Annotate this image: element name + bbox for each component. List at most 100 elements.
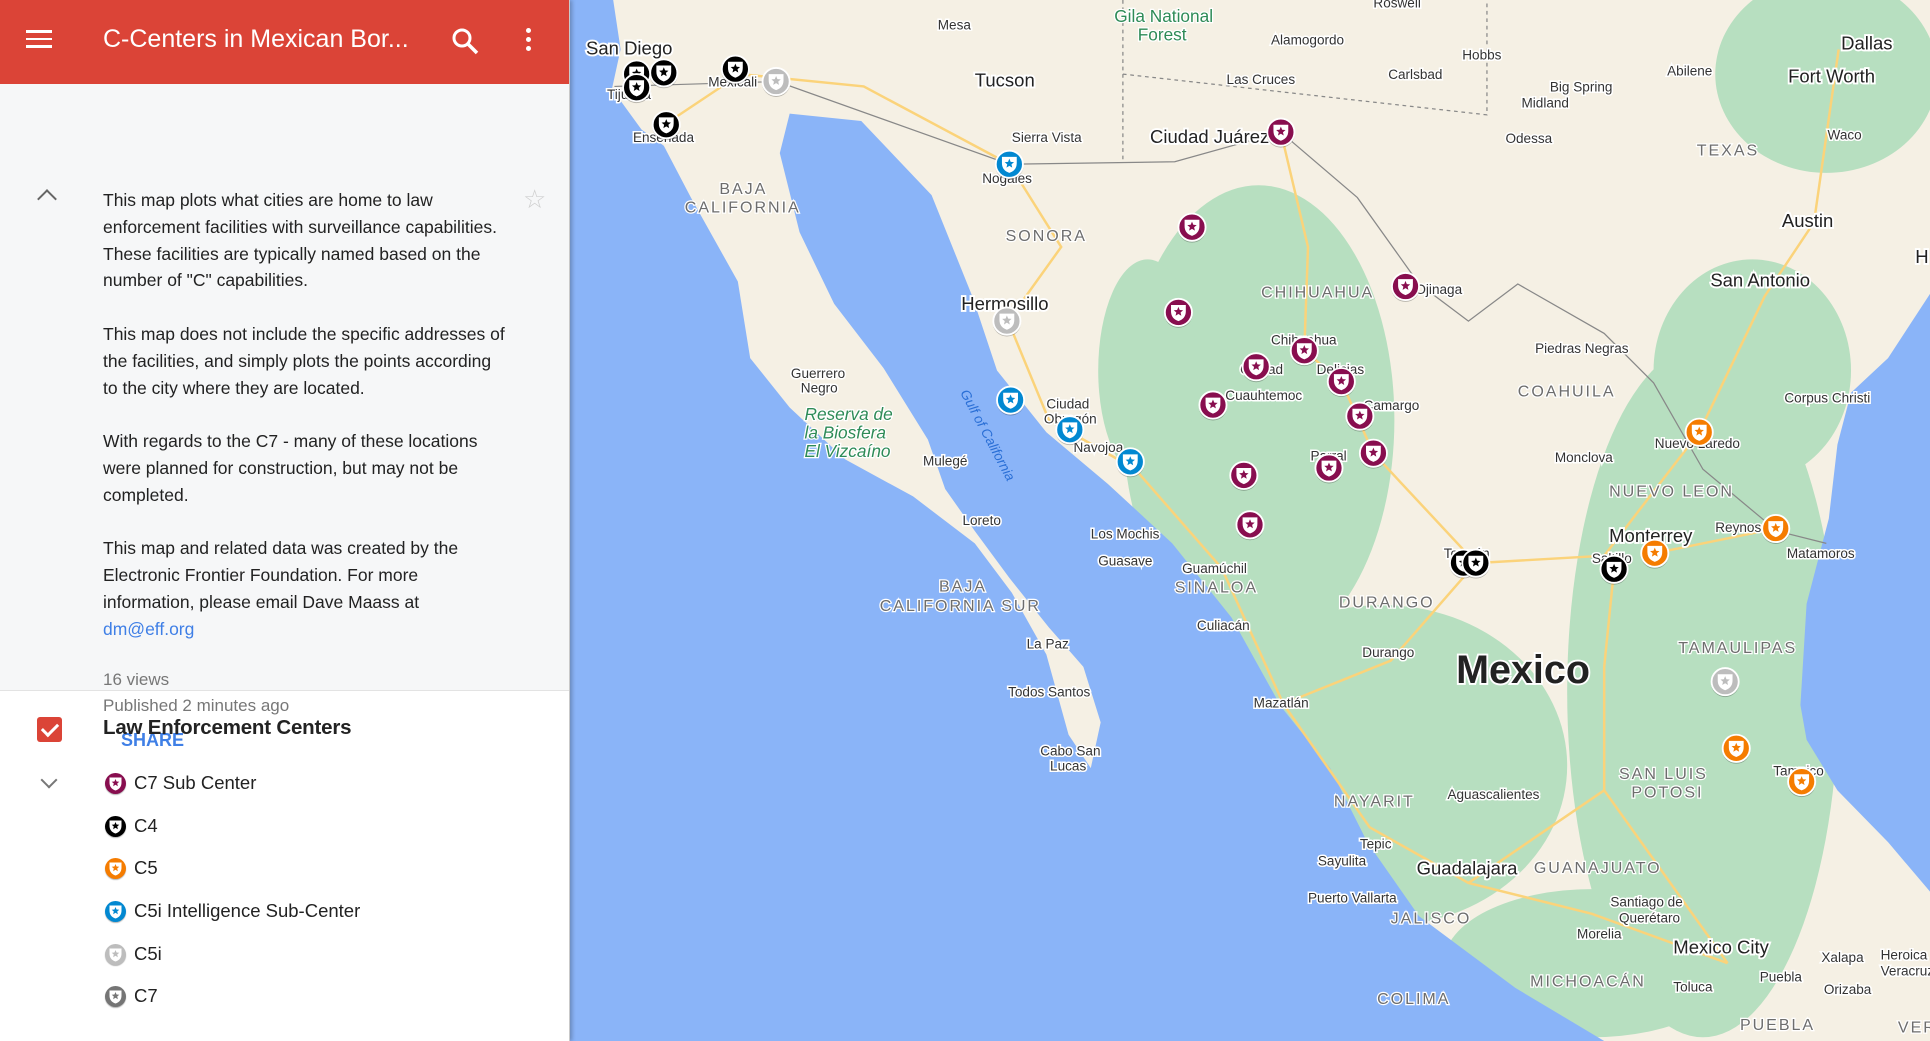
- map-label: San Antonio: [1710, 269, 1810, 290]
- legend-item[interactable]: C5i Intelligence Sub-Center: [105, 898, 360, 924]
- star-icon: [1471, 557, 1481, 567]
- facility-marker[interactable]: [622, 73, 652, 104]
- police-badge-icon: [105, 857, 126, 879]
- more-vert-icon[interactable]: [522, 28, 534, 56]
- map-label: Cabo San: [1040, 744, 1100, 759]
- facility-marker[interactable]: [1721, 733, 1751, 764]
- map-label: POTOSI: [1631, 784, 1703, 802]
- star-icon: [1276, 126, 1286, 136]
- map-label: Ciudad Juárez: [1150, 126, 1269, 147]
- share-button[interactable]: SHARE: [121, 730, 185, 750]
- map-label: Los Mochis: [1091, 526, 1160, 541]
- facility-marker[interactable]: [1314, 453, 1344, 484]
- facility-marker[interactable]: [1229, 460, 1259, 491]
- facility-marker[interactable]: [651, 110, 681, 141]
- star-icon: [1173, 306, 1184, 316]
- facility-marker[interactable]: [1761, 514, 1791, 544]
- facility-marker[interactable]: [720, 54, 750, 85]
- map-label: TAMAULIPAS: [1678, 639, 1797, 657]
- facility-marker[interactable]: [761, 66, 791, 97]
- map-canvas[interactable]: San DiegoTijuanaEnsenadaMexicaliTucsonSi…: [570, 0, 1930, 1041]
- facility-marker[interactable]: [996, 385, 1026, 416]
- map-label: Culiacán: [1197, 618, 1250, 633]
- star-icon: [1720, 676, 1730, 686]
- facility-marker[interactable]: [1358, 438, 1388, 469]
- facility-marker[interactable]: [1345, 401, 1375, 432]
- facility-marker[interactable]: [1599, 554, 1629, 585]
- facility-marker[interactable]: [1390, 271, 1420, 302]
- map-description-panel: ☆ This map plots what cities are home to…: [0, 84, 569, 750]
- map-label: Negro: [801, 381, 838, 396]
- map-label: Odessa: [1505, 131, 1552, 146]
- map-label: Durango: [1362, 645, 1414, 660]
- legend-item[interactable]: C7: [105, 983, 158, 1009]
- map-label: Gila National: [1114, 6, 1213, 26]
- map-label: Querétaro: [1619, 910, 1680, 925]
- map-label: Mazatlán: [1254, 696, 1309, 711]
- star-icon[interactable]: ☆: [523, 184, 547, 214]
- facility-marker[interactable]: [649, 58, 679, 89]
- map-label: Forest: [1138, 25, 1187, 45]
- map-label: Ciudad: [1046, 397, 1089, 412]
- roads: [665, 49, 1840, 965]
- map-label: Monterrey: [1609, 525, 1693, 546]
- map-label: Guadalajara: [1417, 857, 1518, 878]
- layer-checkbox[interactable]: [37, 717, 62, 742]
- description-paragraph: This map plots what cities are home to l…: [103, 190, 497, 291]
- map-label: VER: [1898, 1018, 1930, 1036]
- facility-marker[interactable]: [1710, 667, 1740, 698]
- map-label: Midland: [1522, 95, 1569, 110]
- app-header: C-Centers in Mexican Bor...: [0, 0, 569, 84]
- facility-marker[interactable]: [1163, 297, 1193, 328]
- email-link[interactable]: dm@eff.org: [103, 618, 195, 639]
- facility-marker[interactable]: [1198, 390, 1228, 421]
- facility-marker[interactable]: [1115, 447, 1145, 478]
- map-label: Mexico: [1456, 648, 1590, 692]
- star-icon: [1368, 447, 1379, 457]
- legend-item[interactable]: C4: [105, 813, 158, 839]
- facility-marker[interactable]: [994, 149, 1024, 180]
- legend-item[interactable]: C5: [105, 855, 158, 881]
- star-icon: [730, 63, 741, 73]
- facility-marker[interactable]: [1461, 548, 1491, 579]
- pacific-ocean: [570, 0, 1605, 1041]
- facility-marker[interactable]: [1235, 510, 1265, 541]
- map-label: Morelia: [1577, 927, 1622, 942]
- facility-marker[interactable]: [1177, 212, 1207, 243]
- map-label: Dallas: [1841, 32, 1892, 53]
- facility-marker[interactable]: [1241, 352, 1271, 383]
- map-markers: [622, 54, 1817, 798]
- map-label: Austin: [1782, 210, 1833, 231]
- map-label: NAYARIT: [1334, 792, 1415, 810]
- map-label: NUEVO LEON: [1609, 482, 1734, 500]
- gulf-of-mexico: [1800, 293, 1930, 892]
- facility-marker[interactable]: [1266, 117, 1296, 148]
- star-icon: [1005, 394, 1016, 404]
- map-label: Roswell: [1373, 0, 1420, 10]
- map-label: Navojoa: [1074, 440, 1124, 455]
- legend-item[interactable]: C7 Sub Center: [105, 770, 256, 796]
- expand-chevron-icon[interactable]: [40, 771, 58, 789]
- facility-marker[interactable]: [1326, 367, 1356, 398]
- map-label: Puerto Vallarta: [1308, 891, 1397, 906]
- police-badge-icon: [105, 943, 126, 965]
- legend-item-label: C5i: [134, 943, 162, 964]
- map-label: Mexico City: [1673, 936, 1769, 957]
- facility-marker[interactable]: [1684, 417, 1714, 448]
- facility-marker[interactable]: [1787, 767, 1817, 798]
- hamburger-menu-icon[interactable]: [26, 30, 52, 50]
- collapse-chevron-icon[interactable]: [37, 189, 57, 209]
- facility-marker[interactable]: [1640, 538, 1670, 569]
- map-label: Guerrero: [791, 366, 845, 381]
- legend-item[interactable]: C5i: [105, 941, 162, 967]
- facility-marker[interactable]: [1289, 336, 1319, 367]
- facility-marker[interactable]: [992, 306, 1022, 337]
- facility-marker[interactable]: [1055, 415, 1085, 446]
- map-label: El Vizcaíno: [804, 441, 890, 461]
- star-icon: [1002, 315, 1012, 325]
- star-icon: [1125, 456, 1135, 466]
- map-label: Toluca: [1673, 980, 1713, 995]
- map-label: JALISCO: [1391, 910, 1472, 928]
- view-count: 16 views: [103, 670, 170, 689]
- search-icon[interactable]: [450, 26, 480, 56]
